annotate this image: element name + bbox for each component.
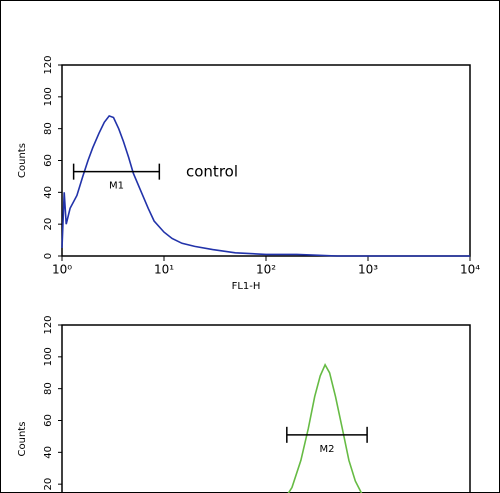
y-axis-label: Counts [17,143,28,178]
y-tick-label: 20 [43,478,54,491]
gate-label: M2 [319,444,334,455]
y-tick-label: 60 [43,414,54,427]
x-tick-label: 10⁴ [460,263,480,277]
y-tick-label: 100 [43,347,54,366]
y-tick-label: 120 [43,315,54,334]
y-axis-label: Counts [17,422,28,457]
x-tick-label: 10³ [358,263,378,277]
y-tick-label: 100 [43,87,54,106]
y-tick-label: 80 [43,122,54,135]
y-tick-label: 120 [43,55,54,74]
y-tick-label: 80 [43,382,54,395]
x-axis-label: FL1-H [232,281,261,292]
y-tick-label: 60 [43,154,54,167]
histogram-line [287,363,363,493]
x-tick-label: 10¹ [154,263,174,277]
x-tick-label: 10² [256,263,276,277]
gate-label: M1 [109,181,124,192]
y-tick-label: 0 [43,253,54,259]
x-tick-label: 10⁰ [52,263,72,277]
y-tick-label: 40 [43,186,54,199]
histogram-line [61,114,470,257]
panel: 20 40 60 80 100 120 Counts M2 [17,315,471,493]
panel: 0 20 40 60 80 100 120 10⁰ 10¹ 10² 10³ 10⁴ Counts FL1-… [17,55,480,292]
y-tick-label: 40 [43,446,54,459]
y-tick-label: 20 [43,218,54,231]
annotation: control [186,163,238,181]
